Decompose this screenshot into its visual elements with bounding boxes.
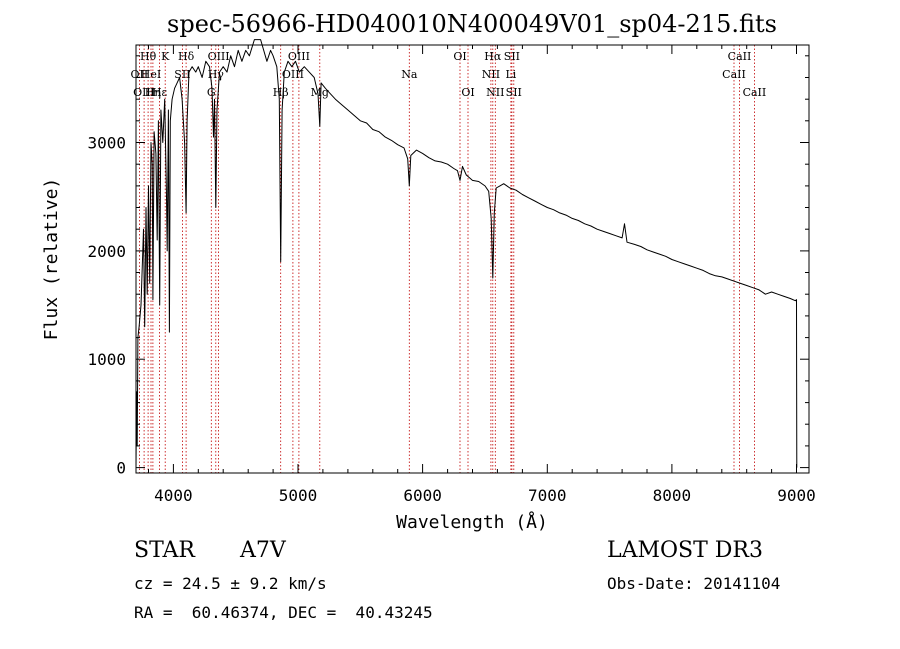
line-marker-labels: HθOIIOIIIHeIHηKHεSIIHδGOIIIHγHβOIIIOIIIM… (131, 50, 767, 99)
x-tick-label: 9000 (777, 486, 816, 505)
line-marker-label: OIII (133, 86, 155, 99)
line-marker-label: HeI (141, 68, 161, 81)
line-marker-label: Li (505, 68, 516, 81)
subclass-label: A7V (240, 538, 286, 563)
y-axis-ticks: 0 1000 2000 3000 (87, 55, 809, 478)
line-marker-label: NII (482, 68, 500, 81)
line-marker-label: SII (174, 68, 190, 81)
line-marker-label: Hδ (178, 50, 195, 63)
chart-title: spec-56966-HD040010N400049V01_sp04-215.f… (167, 10, 777, 38)
line-marker-label: G (207, 86, 216, 99)
obs-date-label: Obs-Date: 20141104 (607, 574, 781, 593)
line-marker-label: SII (504, 50, 520, 63)
line-marker-label: Hα (484, 50, 502, 63)
x-tick-label: 8000 (653, 486, 692, 505)
line-marker-label: Na (401, 68, 418, 81)
y-tick-label: 3000 (87, 134, 126, 153)
x-tick-label: 5000 (279, 486, 318, 505)
object-class-label: STAR (134, 538, 195, 563)
x-axis-label: Wavelength (Å) (396, 511, 548, 533)
line-marker-label: OI (453, 50, 466, 63)
line-marker-label: OI (461, 86, 474, 99)
coordinates-label: RA = 60.46374, DEC = 40.43245 (134, 603, 433, 622)
y-tick-label: 0 (116, 459, 126, 478)
line-marker-label: OIII (288, 50, 310, 63)
y-tick-label: 2000 (87, 242, 126, 261)
line-marker-label: NII (486, 86, 504, 99)
flux-line (135, 39, 798, 468)
x-tick-label: 6000 (403, 486, 442, 505)
y-axis-label: Flux (relative) (41, 178, 62, 341)
line-marker-label: CaII (728, 50, 752, 63)
survey-label: LAMOST DR3 (607, 538, 763, 563)
x-tick-label: 4000 (154, 486, 193, 505)
line-marker-label: CaII (743, 86, 767, 99)
x-tick-label: 7000 (528, 486, 567, 505)
line-marker-label: CaII (722, 68, 746, 81)
line-marker-label: Hθ (140, 50, 157, 63)
line-marker-label: Hβ (273, 86, 289, 99)
plot-frame (135, 44, 810, 474)
line-marker-label: SII (506, 86, 522, 99)
line-marker-label: Hε (152, 86, 168, 99)
line-marker-label: K (161, 50, 170, 63)
redshift-label: cz = 24.5 ± 9.2 km/s (134, 574, 327, 593)
line-marker-label: OIII (208, 50, 230, 63)
line-marker-label: OII (131, 68, 149, 81)
line-markers (138, 45, 755, 473)
line-marker-label: Hη (145, 86, 161, 99)
y-tick-label: 1000 (87, 350, 126, 369)
line-marker-label: OIII (282, 68, 304, 81)
x-axis-ticks: 4000 5000 6000 7000 8000 9000 (148, 45, 816, 505)
flux-series (135, 39, 798, 468)
line-marker-label: Mg (311, 86, 329, 99)
